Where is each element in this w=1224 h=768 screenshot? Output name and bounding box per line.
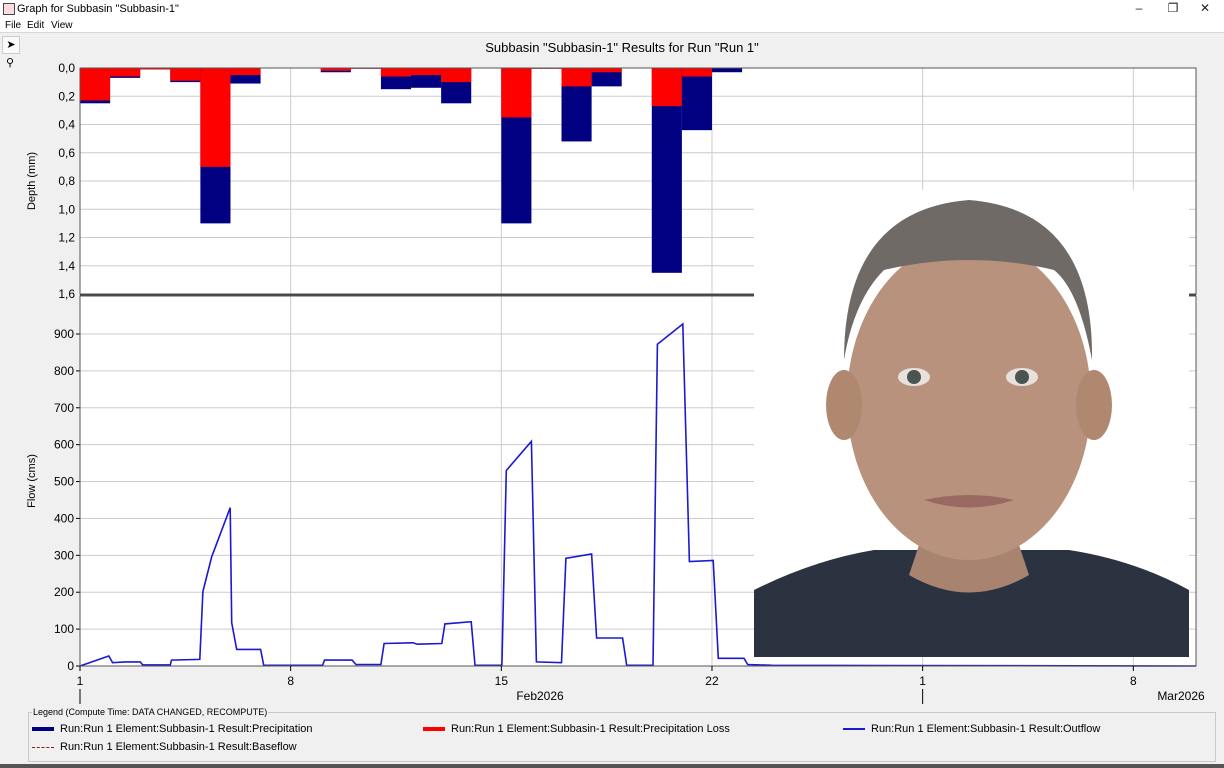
window-bottom-border [0, 764, 1224, 768]
window-title: Graph for Subbasin "Subbasin-1" [17, 3, 179, 15]
restore-button[interactable]: ❐ [1167, 1, 1179, 15]
depth-tick-label: 0,4 [58, 118, 75, 132]
flow-tick-label: 200 [54, 585, 74, 599]
close-button[interactable]: ✕ [1199, 1, 1211, 15]
depth-tick-label: 1,4 [58, 259, 75, 273]
x-tick-label: 8 [287, 674, 294, 688]
legend-label: Run:Run 1 Element:Subbasin-1 Result:Prec… [451, 723, 730, 735]
x-tick-label: 1 [919, 674, 926, 688]
depth-tick-label: 1,6 [58, 287, 75, 301]
legend-swatch [32, 727, 54, 731]
depth-panel: 0,0 0,2 0,4 0,6 0,8 1,0 1,2 1,4 1,6 [58, 61, 1197, 301]
menu-bar: File Edit View [0, 18, 1224, 33]
flow-tick-label: 600 [54, 438, 74, 452]
precipitation-loss-bar [651, 68, 682, 107]
precipitation-loss-bar [380, 68, 412, 77]
flow-tick-label: 700 [54, 401, 74, 415]
month-label-feb: Feb2026 [516, 689, 564, 703]
app-icon [3, 3, 15, 15]
legend-label: Run:Run 1 Element:Subbasin-1 Result:Prec… [60, 723, 313, 735]
pointer-arrow-icon[interactable]: ➤ [2, 36, 20, 54]
precipitation-loss-bar [200, 68, 231, 167]
legend-item-outflow: Run:Run 1 Element:Subbasin-1 Result:Outf… [843, 723, 1100, 735]
legend-label: Run:Run 1 Element:Subbasin-1 Result:Outf… [871, 723, 1101, 735]
flow-plot-frame [79, 295, 1197, 667]
legend-title: Legend (Compute Time: DATA CHANGED, RECO… [32, 707, 269, 717]
precipitation-bar [711, 68, 743, 73]
depth-tick-label: 0,6 [58, 146, 75, 160]
x-tick-label: 15 [495, 674, 509, 688]
precipitation-loss-bar [230, 68, 261, 76]
minimize-button[interactable]: – [1135, 1, 1143, 15]
precipitation-loss-bar [501, 68, 532, 118]
flow-tick-label: 400 [54, 511, 74, 525]
depth-tick-label: 1,2 [58, 231, 75, 245]
x-tick-label: 1 [77, 674, 84, 688]
legend-item-precipitation-loss: Run:Run 1 Element:Subbasin-1 Result:Prec… [423, 723, 730, 735]
flow-tick-label: 500 [54, 475, 74, 489]
precipitation-loss-bar [681, 68, 712, 77]
portrait-photo [754, 190, 1189, 657]
precipitation-loss-bar [80, 68, 111, 101]
x-tick-label: 8 [1130, 674, 1137, 688]
precipitation-loss-bar [411, 68, 442, 76]
precipitation-loss-bar [110, 68, 141, 77]
flow-tick-label: 900 [54, 327, 74, 341]
depth-tick-label: 0,2 [58, 89, 75, 103]
flow-tick-label: 0 [67, 659, 74, 673]
menu-edit[interactable]: Edit [27, 20, 45, 31]
legend-label: Run:Run 1 Element:Subbasin-1 Result:Base… [60, 741, 297, 753]
flow-tick-label: 800 [54, 364, 74, 378]
precipitation-bar [591, 68, 622, 87]
flow-tick-label: 100 [54, 622, 74, 636]
precipitation-loss-bar [320, 68, 351, 71]
month-label-mar: Mar2026 [1157, 689, 1205, 703]
precipitation-loss-bar [441, 68, 472, 83]
depth-tick-label: 0,0 [58, 61, 75, 75]
depth-tick-label: 0,8 [58, 174, 75, 188]
chart-title: Subbasin "Subbasin-1" Results for Run "R… [485, 40, 759, 55]
legend-swatch [32, 746, 54, 748]
precipitation-loss-bar [170, 68, 201, 81]
x-tick-label: 22 [705, 674, 719, 688]
legend: Legend (Compute Time: DATA CHANGED, RECO… [28, 707, 1216, 762]
flow-tick-label: 300 [54, 548, 74, 562]
zoom-magnifier-icon[interactable]: ⚲ [5, 57, 15, 69]
precipitation-loss-bar [140, 68, 171, 70]
flow-axis-label: Flow (cms) [26, 454, 38, 508]
legend-item-precipitation: Run:Run 1 Element:Subbasin-1 Result:Prec… [32, 723, 313, 735]
precipitation-loss-bar [561, 68, 592, 87]
depth-tick-label: 1,0 [58, 202, 75, 216]
legend-swatch [423, 727, 445, 731]
x-axis: 1 8 15 22 1 8 [77, 666, 1137, 704]
menu-view[interactable]: View [51, 20, 73, 31]
legend-swatch [843, 728, 865, 730]
precipitation-bar [681, 68, 712, 131]
precipitation-loss-bar [591, 68, 622, 73]
outflow-line [79, 322, 1197, 667]
depth-axis-label: Depth (mm) [26, 152, 38, 210]
menu-file[interactable]: File [5, 20, 22, 31]
legend-item-baseflow: Run:Run 1 Element:Subbasin-1 Result:Base… [32, 741, 297, 753]
window-titlebar: Graph for Subbasin "Subbasin-1" – ❐ ✕ [0, 0, 1224, 18]
